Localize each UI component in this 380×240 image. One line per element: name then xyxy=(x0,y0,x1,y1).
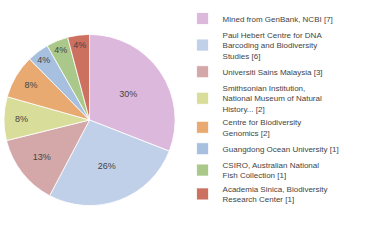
svg-text:4%: 4% xyxy=(73,40,86,50)
svg-text:Smithsonian Institution,Nation: Smithsonian Institution,National Museum … xyxy=(223,84,322,114)
svg-text:4%: 4% xyxy=(54,45,67,55)
svg-text:Paul Hebert Centre for DNABarc: Paul Hebert Centre for DNABarcoding and … xyxy=(223,31,323,61)
svg-text:Universiti Sains Malaysia [3]: Universiti Sains Malaysia [3] xyxy=(223,68,323,77)
svg-text:Mined from GenBank, NCBI [7]: Mined from GenBank, NCBI [7] xyxy=(223,15,333,24)
svg-text:Guangdong Ocean University [1]: Guangdong Ocean University [1] xyxy=(223,145,339,154)
svg-text:Centre for BiodiversityGenomic: Centre for BiodiversityGenomics [2] xyxy=(223,118,302,137)
svg-text:CSIRO, Australian NationalFish: CSIRO, Australian NationalFish Collectio… xyxy=(223,161,320,180)
svg-text:Academia Sinica, BiodiversityR: Academia Sinica, BiodiversityResearch Ce… xyxy=(223,185,328,204)
svg-text:13%: 13% xyxy=(33,152,51,162)
svg-text:30%: 30% xyxy=(119,89,137,99)
svg-text:8%: 8% xyxy=(15,114,28,124)
svg-text:8%: 8% xyxy=(24,80,37,90)
svg-text:26%: 26% xyxy=(98,161,116,171)
svg-text:4%: 4% xyxy=(37,55,50,65)
